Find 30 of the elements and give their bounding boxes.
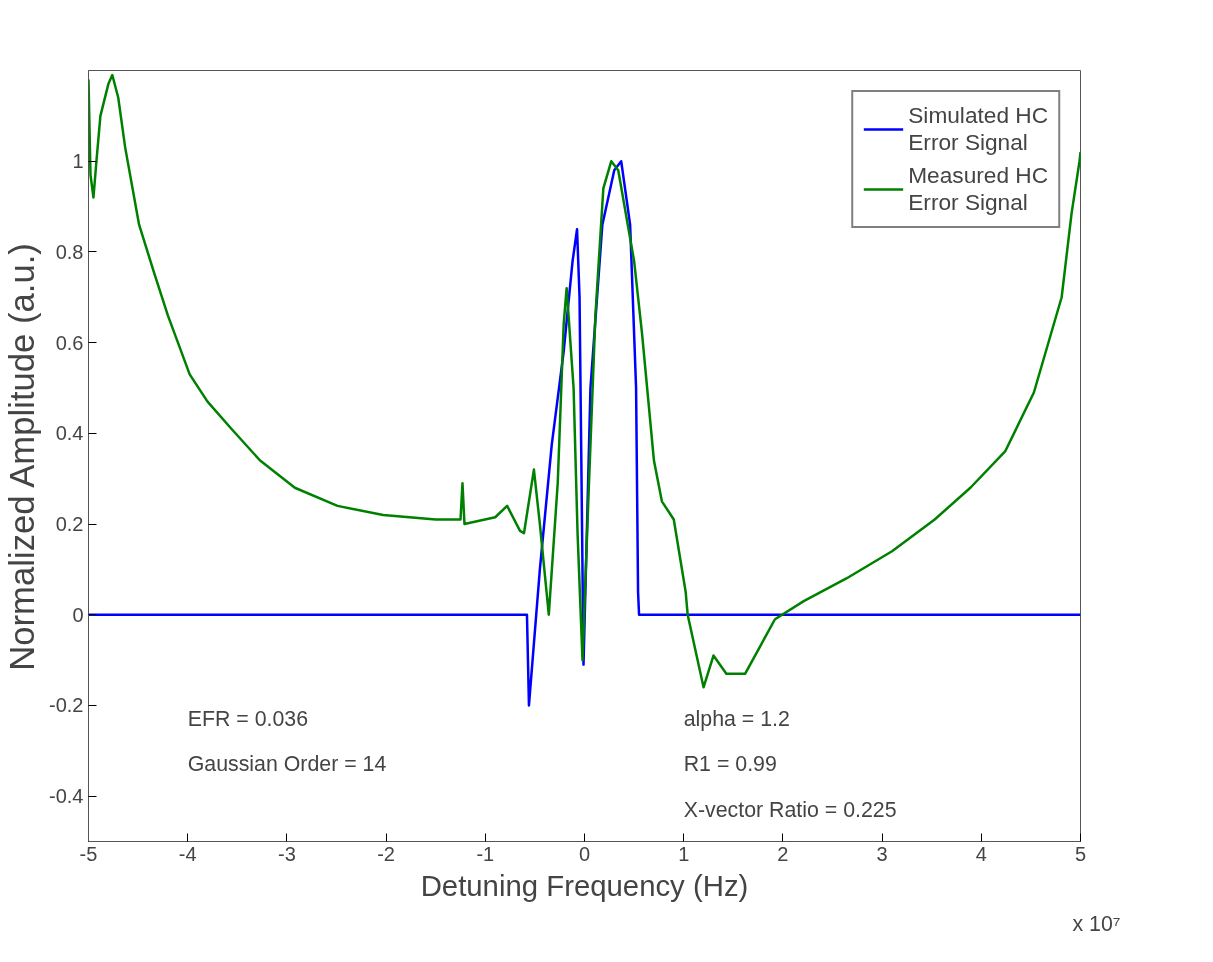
x-tick-label: 1 (678, 842, 690, 865)
text: x 10⁷ (1072, 911, 1121, 936)
y-tick-label: 0 (72, 603, 84, 626)
y-tick-label: 1 (72, 150, 84, 173)
x-tick-label: -3 (278, 842, 296, 865)
y-tick-label: 0.4 (55, 422, 84, 445)
x-tick-label: -1 (476, 842, 495, 865)
x-axis-title: Detuning Frequency (Hz) (420, 868, 749, 902)
y-tick-label: 0.2 (55, 513, 84, 536)
y-tick-label: 0.8 (55, 240, 84, 263)
x-tick-label: -4 (178, 842, 197, 865)
annotation: alpha = 1.2 (683, 707, 790, 732)
x-tick-label: 4 (975, 842, 987, 865)
x-tick-label: 0 (578, 842, 591, 865)
y-tick-label: 0.6 (55, 331, 84, 354)
x-tick-label: 3 (876, 842, 888, 865)
annotation: X-vector Ratio = 0.225 (683, 797, 897, 822)
legend-label: Measured HC Error Signal (908, 162, 1048, 216)
line-series (88, 73, 1081, 689)
x-tick-label: 5 (1074, 842, 1087, 865)
annotation: R1 = 0.99 (683, 752, 777, 777)
legend-label: Simulated HC Error Signal (908, 102, 1048, 156)
y-tick-label: -0.2 (49, 694, 84, 717)
y-axis-title: Normalized Amplitude (a.u.) (3, 243, 42, 671)
annotation: EFR = 0.036 (187, 707, 309, 732)
annotation: Gaussian Order = 14 (187, 752, 387, 777)
x-tick-label: -2 (377, 842, 396, 865)
x-tick-label: 2 (777, 842, 789, 865)
y-tick-label: -0.4 (49, 785, 84, 808)
x-tick-label: -5 (79, 842, 98, 865)
